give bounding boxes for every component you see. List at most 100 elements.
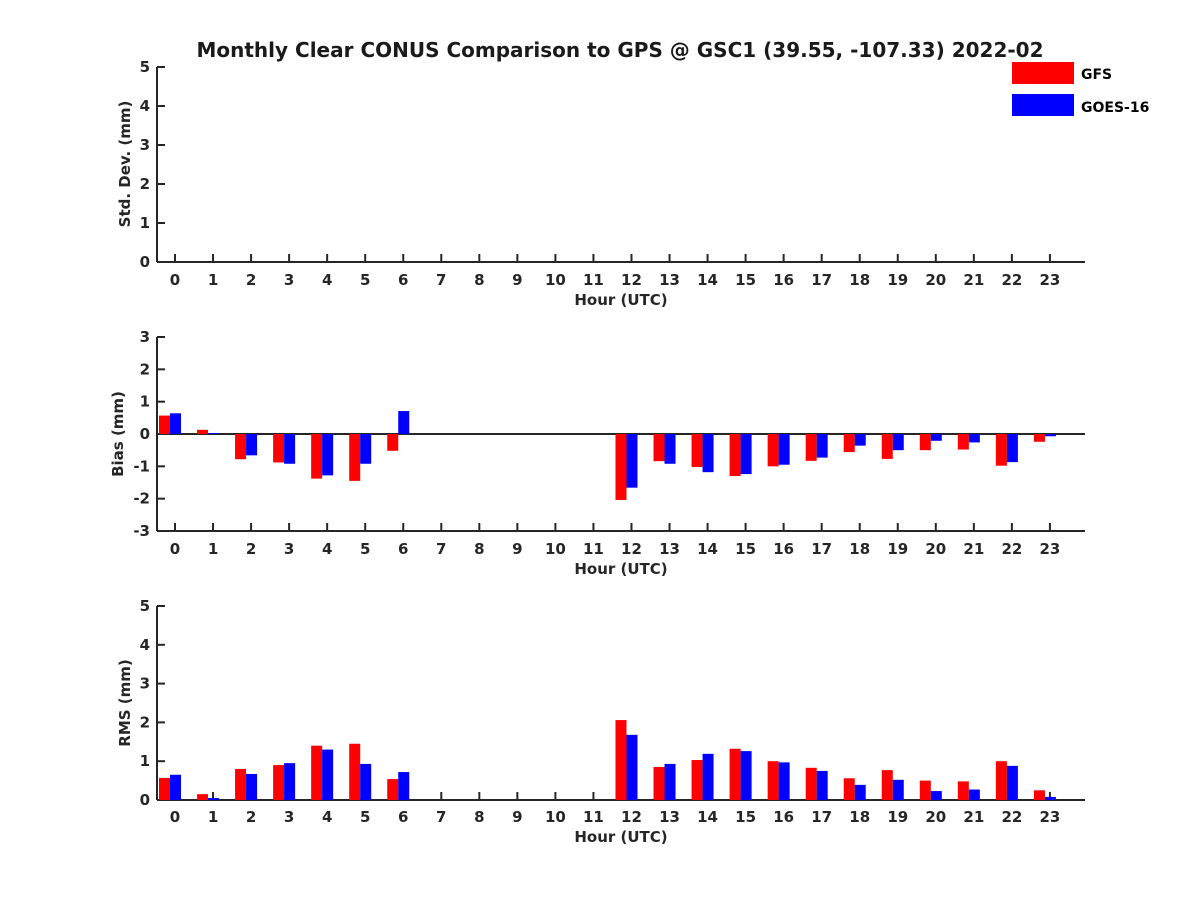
stddev-xtick-label: 6 [398, 271, 408, 289]
bias-xtick-label: 7 [436, 540, 446, 558]
bias-xtick-label: 4 [322, 540, 332, 558]
bias-bar-gfs-h22 [995, 434, 1007, 466]
bias-xtick-label: 1 [208, 540, 218, 558]
stddev-xtick-label: 21 [963, 271, 984, 289]
rms-xtick-label: 10 [545, 808, 566, 826]
bias-bar-gfs-h4 [311, 434, 323, 479]
stddev-xtick-label: 0 [170, 271, 180, 289]
rms-xtick-label: 5 [360, 808, 370, 826]
bias-xtick-label: 23 [1039, 540, 1060, 558]
rms-bar-gfs-h2 [235, 768, 247, 800]
stddev-ytick-label: 5 [140, 58, 150, 76]
rms-ytick-label: 4 [140, 636, 150, 654]
stddev-ytick-label: 3 [140, 136, 150, 154]
stddev-xtick-label: 2 [246, 271, 256, 289]
rms-bar-goes16-h2 [246, 774, 258, 800]
bias-bar-gfs-h3 [273, 434, 285, 463]
stddev-xtick-label: 14 [697, 271, 718, 289]
bias-xlabel: Hour (UTC) [574, 560, 667, 578]
stddev-xtick-label: 18 [849, 271, 870, 289]
bias-bar-goes16-h17 [816, 434, 828, 458]
bias-bar-gfs-h6 [387, 434, 399, 451]
bias-bar-gfs-h20 [919, 434, 931, 451]
rms-bar-gfs-h15 [729, 748, 741, 800]
bias-bar-goes16-h18 [854, 434, 866, 446]
rms-bar-gfs-h12 [615, 720, 627, 800]
stddev-xtick-label: 8 [474, 271, 484, 289]
bias-ytick-label: 2 [140, 360, 150, 378]
rms-bar-gfs-h1 [197, 794, 209, 800]
bias-bar-gfs-h18 [843, 434, 855, 453]
rms-xtick-label: 18 [849, 808, 870, 826]
rms-bar-goes16-h0 [170, 774, 181, 800]
rms-bar-goes16-h19 [892, 779, 904, 800]
rms-bar-goes16-h4 [322, 749, 334, 800]
stddev-xtick-label: 1 [208, 271, 218, 289]
bias-bar-goes16-h2 [246, 434, 258, 456]
rms-xtick-label: 15 [735, 808, 756, 826]
rms-bar-gfs-h6 [387, 779, 399, 800]
stddev-xtick-label: 22 [1001, 271, 1022, 289]
bias-ytick-label: 0 [140, 425, 150, 443]
bias-bar-goes16-h14 [702, 434, 714, 473]
bias-bar-goes16-h1 [208, 433, 220, 434]
rms-xtick-label: 16 [773, 808, 794, 826]
rms-xtick-label: 2 [246, 808, 256, 826]
bias-bar-goes16-h12 [626, 434, 638, 488]
legend-swatch-gfs [1012, 62, 1074, 84]
rms-bar-gfs-h4 [311, 745, 323, 800]
bias-bar-goes16-h15 [740, 434, 752, 475]
stddev-xtick-label: 16 [773, 271, 794, 289]
rms-xtick-label: 0 [170, 808, 180, 826]
rms-xtick-label: 6 [398, 808, 408, 826]
bias-xtick-label: 0 [170, 540, 180, 558]
rms-xtick-label: 19 [887, 808, 908, 826]
bias-bar-gfs-h23 [1033, 434, 1045, 442]
stddev-xtick-label: 13 [659, 271, 680, 289]
rms-xtick-label: 1 [208, 808, 218, 826]
bias-bar-gfs-h21 [957, 434, 969, 450]
bias-bar-gfs-h12 [615, 434, 627, 500]
rms-bar-goes16-h23 [1044, 796, 1056, 800]
rms-xtick-label: 13 [659, 808, 680, 826]
bias-xtick-label: 10 [545, 540, 566, 558]
rms-xtick-label: 3 [284, 808, 294, 826]
bias-bar-goes16-h6 [398, 411, 410, 434]
rms-bar-gfs-h17 [805, 767, 817, 800]
rms-xtick-label: 7 [436, 808, 446, 826]
bias-xtick-label: 14 [697, 540, 718, 558]
bias-ytick-label: -3 [133, 522, 150, 540]
rms-xtick-label: 20 [925, 808, 946, 826]
rms-bar-goes16-h5 [360, 763, 372, 800]
bias-xtick-label: 15 [735, 540, 756, 558]
rms-xtick-label: 8 [474, 808, 484, 826]
stddev-xtick-label: 7 [436, 271, 446, 289]
rms-bar-goes16-h18 [854, 784, 866, 800]
rms-bar-goes16-h21 [968, 789, 980, 800]
bias-bar-gfs-h0 [159, 415, 170, 434]
bias-xtick-label: 6 [398, 540, 408, 558]
bias-xtick-label: 22 [1001, 540, 1022, 558]
rms-bar-goes16-h14 [702, 753, 714, 800]
rms-xtick-label: 17 [811, 808, 832, 826]
stddev-xlabel: Hour (UTC) [574, 291, 667, 309]
stddev-xtick-label: 19 [887, 271, 908, 289]
rms-bar-gfs-h3 [273, 765, 285, 800]
rms-xtick-label: 14 [697, 808, 718, 826]
stddev-xtick-label: 5 [360, 271, 370, 289]
bias-bar-goes16-h19 [892, 434, 904, 451]
rms-xtick-label: 9 [512, 808, 522, 826]
stddev-ytick-label: 1 [140, 214, 150, 232]
rms-bar-goes16-h13 [664, 763, 676, 800]
bias-xtick-label: 20 [925, 540, 946, 558]
rms-ytick-label: 5 [140, 597, 150, 615]
rms-bar-goes16-h3 [284, 763, 296, 800]
bias-ylabel: Bias (mm) [109, 391, 127, 477]
bias-xtick-label: 5 [360, 540, 370, 558]
bias-bar-goes16-h13 [664, 434, 676, 464]
rms-ytick-label: 2 [140, 713, 150, 731]
bias-bar-gfs-h2 [235, 434, 247, 460]
